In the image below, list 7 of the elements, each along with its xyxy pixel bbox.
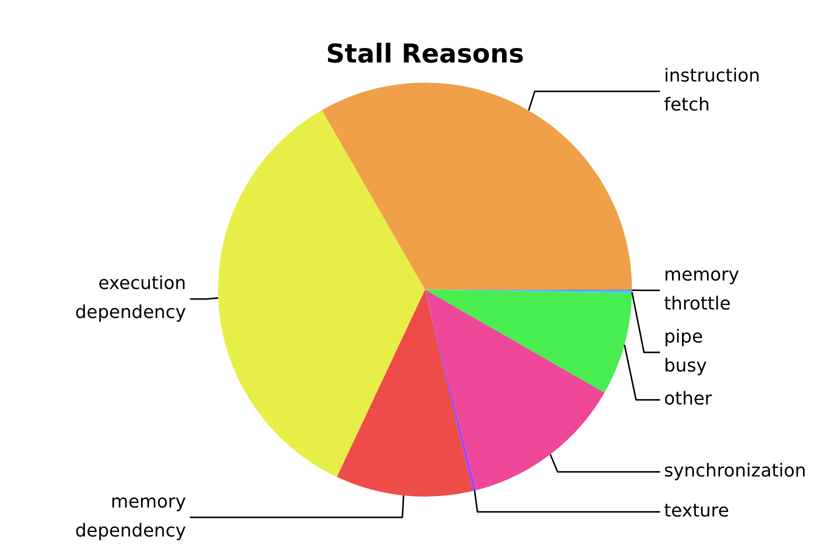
slice-label: other bbox=[664, 388, 713, 410]
slice-label: execution dependency bbox=[75, 273, 186, 324]
slice-label: synchronization bbox=[664, 460, 806, 482]
slice-label: instruction fetch bbox=[664, 66, 760, 116]
slice-label: texture bbox=[664, 500, 730, 522]
slice-label: memory dependency bbox=[75, 492, 186, 542]
chart-title: Stall Reasons bbox=[326, 39, 524, 70]
